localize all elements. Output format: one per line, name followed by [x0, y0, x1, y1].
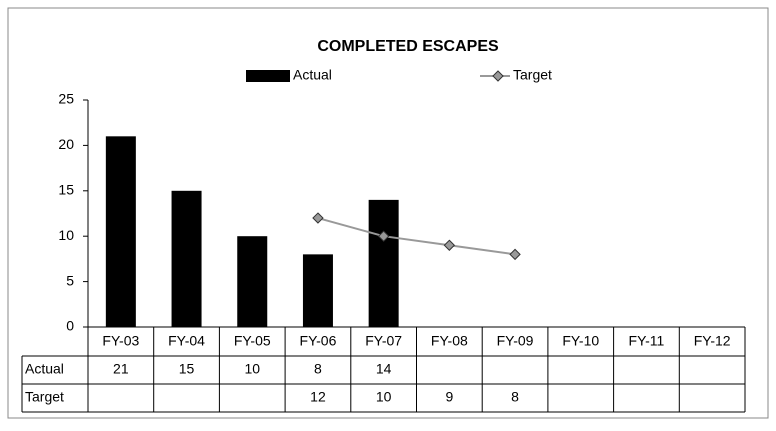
x-tick-label: FY-07 [365, 333, 402, 349]
table-cell: 10 [244, 361, 260, 377]
x-tick-label: FY-08 [431, 333, 468, 349]
x-tick-label: FY-05 [234, 333, 271, 349]
bar [302, 254, 333, 327]
table-cell: 8 [511, 389, 519, 405]
table-cell: 21 [113, 361, 129, 377]
x-tick-label: FY-09 [497, 333, 534, 349]
table-cell: 15 [179, 361, 195, 377]
table-cell: 8 [314, 361, 322, 377]
bar [171, 190, 202, 327]
legend-label: Target [513, 67, 552, 83]
y-tick-label: 20 [58, 136, 74, 152]
table-cell: 14 [376, 361, 392, 377]
legend-label: Actual [293, 67, 332, 83]
y-tick-label: 0 [66, 318, 74, 334]
x-tick-label: FY-12 [694, 333, 731, 349]
table-cell: 12 [310, 389, 326, 405]
marker [509, 248, 521, 261]
y-tick-label: 5 [66, 272, 74, 288]
y-tick-label: 25 [58, 91, 74, 107]
legend-marker [492, 70, 504, 82]
x-tick-label: FY-10 [562, 333, 599, 349]
bar [105, 136, 136, 327]
table-cell: 10 [376, 389, 392, 405]
table-row-label: Target [25, 389, 64, 405]
legend-swatch [246, 70, 290, 82]
line [317, 217, 516, 256]
x-tick-label: FY-04 [168, 333, 205, 349]
table-cell: 9 [445, 389, 453, 405]
chart-title: COMPLETED ESCAPES [317, 38, 499, 55]
marker [312, 212, 324, 224]
marker [377, 230, 390, 242]
bar [368, 199, 399, 327]
x-tick-label: FY-06 [300, 333, 337, 349]
y-tick-label: 10 [58, 227, 74, 243]
x-tick-label: FY-03 [102, 333, 139, 349]
x-tick-label: FY-11 [629, 333, 665, 349]
y-tick-label: 15 [58, 182, 74, 198]
marker [443, 239, 456, 251]
table-row-label: Actual [25, 361, 64, 377]
bar [237, 236, 268, 327]
